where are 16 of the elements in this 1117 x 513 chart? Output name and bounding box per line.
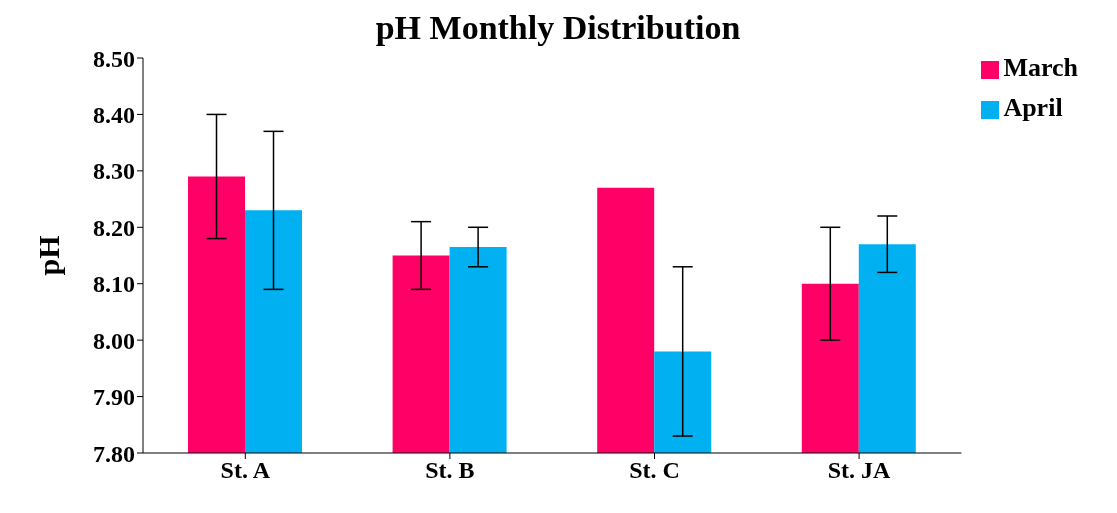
y-tick-label: 8.30 [93,158,135,185]
x-tick-label: St. A [220,457,271,484]
y-tick-label: 7.80 [93,440,135,467]
y-tick-label: 8.00 [93,327,135,354]
y-tick-label: 8.20 [93,214,135,241]
legend-label: April [1003,93,1063,122]
y-tick-label: 7.90 [93,384,135,411]
y-tick-label: 8.40 [93,101,135,128]
x-tick-label: St. B [425,457,475,484]
legend-label: March [1003,53,1078,82]
x-tick-label: St. JA [827,457,892,484]
y-tick-label: 8.10 [93,271,135,298]
y-axis-title: pH [31,235,65,276]
x-tick-label: St. C [629,457,680,484]
chart-title: pH Monthly Distribution [375,9,741,46]
y-tick-label: 8.50 [93,45,135,72]
